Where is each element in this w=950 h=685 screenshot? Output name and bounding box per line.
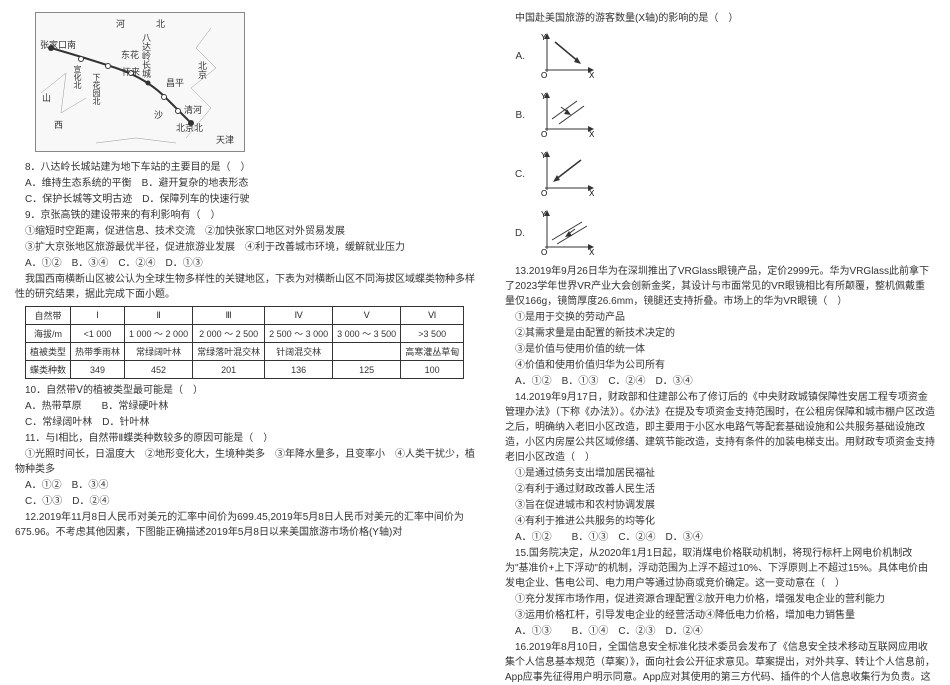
- q13-answers: A．①② B．①③ C．②④ D．③④: [505, 374, 935, 389]
- svg-text:X: X: [589, 130, 595, 139]
- question-8: 8．八达岭长城站建为地下车站的主要目的是（ ）: [15, 160, 475, 175]
- map-label: 北京北: [176, 121, 203, 134]
- question-11: 11．与Ⅰ相比，自然带Ⅱ蝶类种数较多的原因可能是（ ）: [15, 431, 475, 446]
- svg-text:X: X: [589, 189, 595, 198]
- svg-text:Y: Y: [541, 210, 547, 219]
- q13-opt4: ④价值和使用价值归华为公司所有: [505, 358, 935, 373]
- question-14: 14.2019年9月17日，财政部和住建部公布了修订后的《中央财政城镇保障性安居…: [505, 390, 935, 465]
- question-15: 15.国务院决定，从2020年1月1日起，取消煤电价格联动机制，将现行标杆上网电…: [505, 546, 935, 591]
- q14-opt3: ③旨在促进城市和农村协调发展: [505, 498, 935, 513]
- map-diagram: 河 北 张家口南 东花 八达岭长城 怀来 北京 昌平 山 西 清河 沙 北京北 …: [35, 12, 245, 152]
- map-label: 昌平: [166, 76, 184, 89]
- q8-option-cd: C．保护长城等文明古迹 D．保障列车的快速行驶: [15, 192, 475, 207]
- svg-text:O: O: [541, 248, 547, 257]
- map-label: 下花园北: [91, 73, 102, 105]
- species-table: 自然带ⅠⅡⅢⅣⅤⅥ 海拔/m<1 0001 000 ～ 2 0002 000 ～…: [25, 306, 464, 379]
- chart-a-label: A.: [505, 51, 525, 62]
- map-label: 沙: [154, 108, 163, 121]
- q11-answer-cd: C．①③ D．②④: [15, 494, 475, 509]
- map-label: 宣化北: [72, 65, 83, 89]
- q10-option-ab: A．热带草原 B．常绿硬叶林: [15, 399, 475, 414]
- svg-text:Y: Y: [541, 92, 547, 101]
- map-label: 山: [42, 91, 51, 104]
- intro-10: 我国西南横断山区被公认为全球生物多样性的关键地区，下表为对横断山区不同海拔区域蝶…: [15, 272, 475, 302]
- chart-b-label: B.: [505, 110, 525, 121]
- q8-option-ab: A．维持生态系统的平衡 B．避开复杂的地表形态: [15, 176, 475, 191]
- chart-b: Y X O: [537, 89, 597, 142]
- q11-answer-ab: A．①② B．③④: [15, 478, 475, 493]
- map-label: 天津: [216, 133, 234, 146]
- svg-text:O: O: [541, 71, 547, 80]
- q9-option-12: ①缩短时空距离，促进信息、技术交流 ②加快张家口地区对外贸易发展: [15, 224, 475, 239]
- question-9: 9．京张高铁的建设带来的有利影响有（ ）: [15, 208, 475, 223]
- q14-opt4: ④有利于推进公共服务的均等化: [505, 514, 935, 529]
- svg-text:O: O: [541, 130, 547, 139]
- chart-d-label: D.: [505, 228, 525, 239]
- q12-tail: 中国赴美国旅游的游客数量(X轴)的影响的是（ ）: [505, 11, 935, 26]
- question-16: 16.2019年8月10日，全国信息安全标准化技术委员会发布了《信息安全技术移动…: [505, 640, 935, 685]
- map-label: 北: [156, 17, 165, 30]
- q14-opt2: ②有利于通过财政改善人民生活: [505, 482, 935, 497]
- chart-d: Y X O: [537, 207, 597, 260]
- map-label: 怀来: [122, 65, 140, 78]
- question-13: 13.2019年9月26日华为在深圳推出了VRGlass眼镜产品，定价2999元…: [505, 264, 935, 309]
- question-12: 12.2019年11月8日人民币对美元的汇率中间价为699.45,2019年5月…: [15, 510, 475, 540]
- map-label: 张家口南: [40, 38, 76, 51]
- q13-opt2: ②其需求量是由配置的新技术决定的: [505, 326, 935, 341]
- q15-opt34: ③运用价格杠杆，引导发电企业的经营活动④降低电力价格，增加电力销售量: [505, 608, 935, 623]
- q13-opt1: ①是用于交换的劳动产品: [505, 310, 935, 325]
- q14-answers: A．①② B．①③ C．②④ D．③④: [505, 530, 935, 545]
- svg-text:O: O: [541, 189, 547, 198]
- svg-text:Y: Y: [541, 151, 547, 160]
- map-label: 清河: [184, 103, 202, 116]
- map-label: 东花: [121, 48, 139, 61]
- q14-opt1: ①是通过债务支出增加居民福祉: [505, 466, 935, 481]
- q11-option-1234: ①光照时间长，日温度大 ②地形变化大，生境种类多 ③年降水量多，且变率小 ④人类…: [15, 447, 475, 477]
- map-label: 八达岭长城: [140, 33, 153, 78]
- map-label: 北京: [196, 61, 209, 79]
- q13-opt3: ③是价值与使用价值的统一体: [505, 342, 935, 357]
- q15-answers: A．①③ B．①④ C．②③ D．②④: [505, 624, 935, 639]
- question-10: 10．自然带Ⅴ的植被类型最可能是（ ）: [15, 383, 475, 398]
- q9-option-34: ③扩大京张地区旅游最优半径，促进旅游业发展 ④利于改善城市环境，缓解就业压力: [15, 240, 475, 255]
- chart-a: Y X O: [537, 30, 597, 83]
- q10-option-cd: C．常绿阔叶林 D．针叶林: [15, 415, 475, 430]
- svg-text:Y: Y: [541, 33, 547, 42]
- chart-c: Y X O: [537, 148, 597, 201]
- svg-text:X: X: [589, 248, 595, 257]
- chart-c-label: C.: [505, 169, 525, 180]
- q9-answers: A．①② B．③④ C．②④ D．①③: [15, 256, 475, 271]
- map-label: 河: [116, 17, 125, 30]
- map-label: 西: [54, 118, 63, 131]
- svg-text:X: X: [589, 71, 595, 80]
- q15-opt12: ①充分发挥市场作用，促进资源合理配置②放开电力价格，增强发电企业的营利能力: [505, 592, 935, 607]
